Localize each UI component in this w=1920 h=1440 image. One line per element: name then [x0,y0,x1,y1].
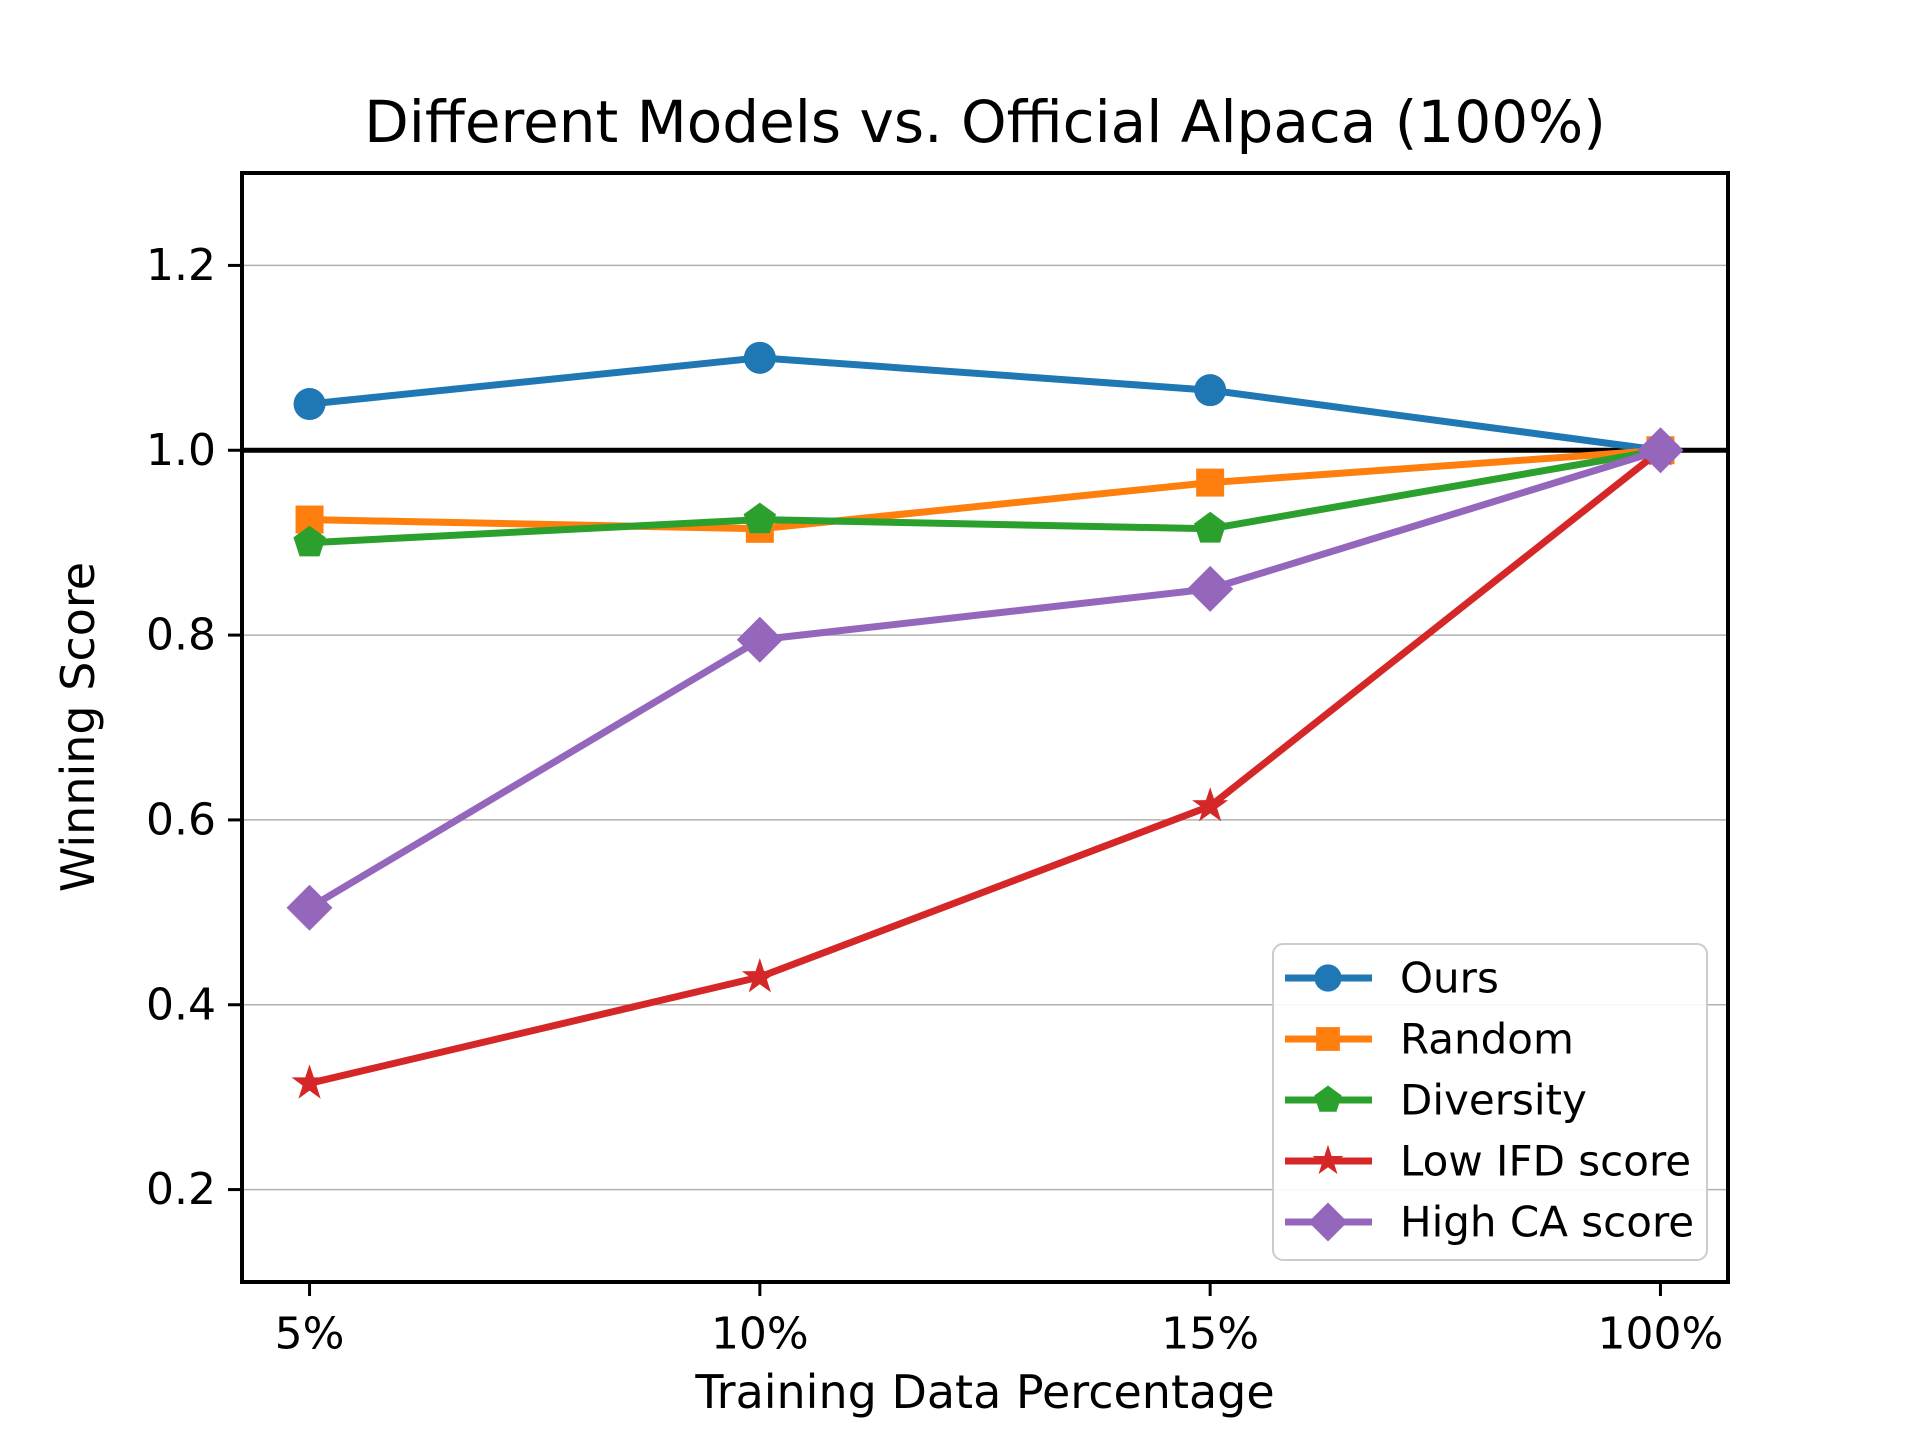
marker-circle [1194,374,1227,407]
y-tick-label: 0.8 [146,610,216,661]
marker-pentagon [743,502,776,534]
legend-item-diversity: Diversity [1285,1076,1587,1125]
marker-square [1196,468,1225,497]
marker-pentagon [293,525,326,557]
legend: Ours Random Diversity Low IFD score High CA … [1272,943,1708,1261]
x-tick-label: 10% [711,1309,809,1360]
legend-box [1272,943,1708,1261]
y-tick-label: 1.2 [146,240,216,291]
legend-label: Low IFD score [1400,1137,1691,1186]
marker-pentagon [1314,1085,1342,1112]
marker-diamond [1308,1202,1348,1242]
legend-label: Random [1400,1015,1574,1064]
x-tick-label: 100% [1598,1309,1724,1360]
marker-square [1316,1027,1340,1051]
legend-label: Ours [1400,954,1499,1003]
series-layer [286,341,1684,1099]
x-axis-label: Training Data Percentage [694,1365,1274,1419]
legend-item-low-ifd-score: Low IFD score [1285,1137,1691,1186]
series-line [307,446,1662,911]
marker-diamond [736,616,783,663]
marker-circle [743,341,776,374]
x-tick-label: 5% [275,1309,345,1360]
marker-star [291,1064,328,1099]
marker-star [741,958,778,993]
plot-area-border [240,171,1730,1284]
series-line [309,354,1661,454]
chart-title: Different Models vs. Official Alpaca (10… [364,88,1606,156]
legend-item-random: Random [1285,1015,1574,1064]
series-high-ca-score [286,427,1684,931]
marker-pentagon [1194,511,1227,543]
y-tick-label: 1.0 [146,425,216,476]
marker-circle [293,388,326,421]
legend-label: High CA score [1400,1198,1694,1247]
series-diversity [293,433,1677,557]
series-line [308,447,1663,1087]
y-tick-label: 0.2 [146,1164,216,1215]
series-ours [293,341,1677,467]
legend-label: Diversity [1400,1076,1587,1125]
axis-ticks [228,263,1662,1296]
y-tick-label: 0.6 [146,794,216,845]
marker-star [1192,787,1229,822]
marker-star [1312,1144,1344,1175]
y-tick-label: 0.4 [146,979,216,1030]
series-line [309,446,1661,533]
legend-item-high-ca-score: High CA score [1285,1198,1694,1247]
marker-diamond [286,884,333,931]
marker-circle [1314,964,1342,992]
series-line [309,446,1662,547]
x-tick-label: 15% [1161,1309,1259,1360]
marker-diamond [1637,427,1684,474]
legend-item-ours: Ours [1285,954,1499,1003]
y-axis-label: Winning Score [51,562,105,892]
marker-diamond [1187,565,1234,612]
tick-labels: 5% 10% 15% 100% 0.2 0.4 0.6 0.8 1.0 1.2 [146,240,1723,1360]
